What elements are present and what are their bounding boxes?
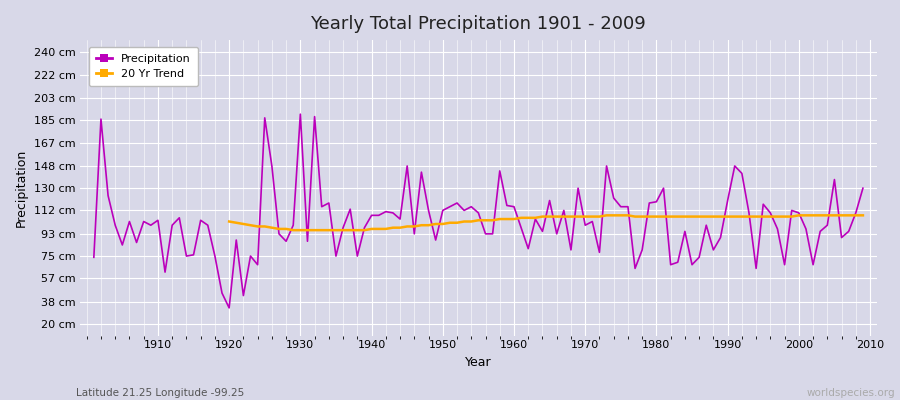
X-axis label: Year: Year <box>465 356 491 369</box>
Text: Latitude 21.25 Longitude -99.25: Latitude 21.25 Longitude -99.25 <box>76 388 245 398</box>
Y-axis label: Precipitation: Precipitation <box>15 149 28 227</box>
Legend: Precipitation, 20 Yr Trend: Precipitation, 20 Yr Trend <box>89 47 198 86</box>
Title: Yearly Total Precipitation 1901 - 2009: Yearly Total Precipitation 1901 - 2009 <box>310 15 646 33</box>
Text: worldspecies.org: worldspecies.org <box>807 388 896 398</box>
